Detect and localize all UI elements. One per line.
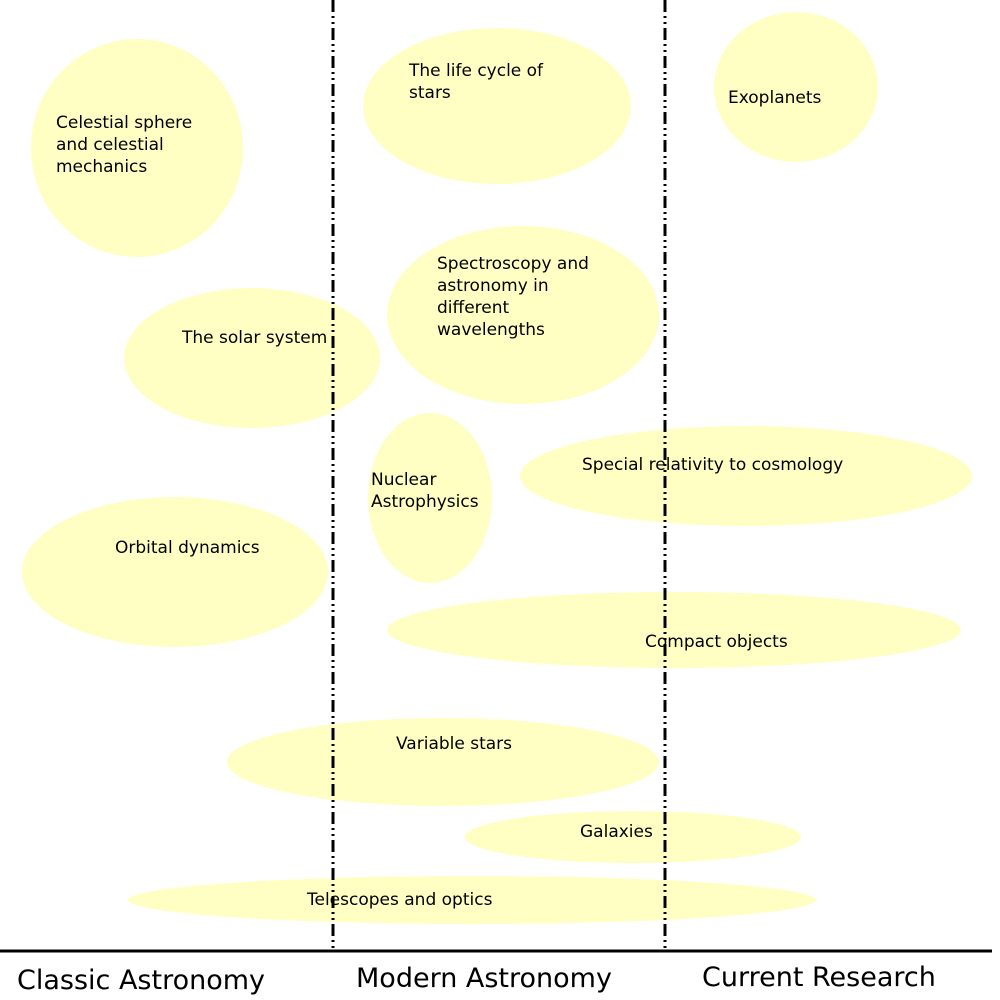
topic-label-line: Telescopes and optics [306,890,493,910]
topic-label-line: Spectroscopy and [437,254,589,274]
topic-label-telescopes-optics: Telescopes and optics [306,890,493,910]
topic-bubble-compact-objects [387,592,961,668]
topic-label-line: stars [409,83,451,103]
topic-label-exoplanets: Exoplanets [728,88,822,108]
topic-label-line: Compact objects [645,632,788,652]
topic-labels: Celestial sphere and celestial mechanics Th… [56,61,843,910]
era-label-classic: Classic Astronomy [17,965,265,996]
topic-label-line: mechanics [56,157,147,177]
topic-label-celestial-sphere: Celestial sphere and celestial mechanics [56,113,192,177]
topic-label-line: Orbital dynamics [115,538,260,558]
topic-label-life-cycle-of-stars: The life cycle of stars [408,61,544,103]
topic-bubble-variable-stars [227,718,659,806]
topic-label-line: Celestial sphere [56,113,192,133]
topic-label-line: Special relativity to cosmology [582,455,843,475]
era-label-current: Current Research [702,962,936,993]
topic-label-line: The life cycle of [408,61,544,81]
topic-label-compact-objects: Compact objects [645,632,788,652]
topic-label-variable-stars: Variable stars [396,734,512,754]
topic-label-line: Nuclear [371,470,436,490]
topic-bubble-orbital-dynamics [22,497,328,647]
topic-bubble-exoplanets [714,12,878,162]
topic-label-solar-system: The solar system [181,328,327,348]
topic-label-nuclear-astrophysics: Nuclear Astrophysics [371,470,479,512]
topic-bubble-celestial-sphere [31,39,243,257]
topic-label-line: Variable stars [396,734,512,754]
topic-bubble-galaxies [465,811,801,863]
topic-label-orbital-dynamics: Orbital dynamics [115,538,260,558]
topic-label-line: astronomy in [437,276,549,296]
topic-bubble-spectroscopy [387,226,659,404]
topic-bubble-life-cycle-of-stars [363,28,631,184]
topic-label-line: Exoplanets [728,88,822,108]
topic-label-line: and celestial [56,135,164,155]
topic-label-line: The solar system [181,328,327,348]
topic-label-line: Galaxies [580,822,653,842]
topic-label-line: Astrophysics [371,492,479,512]
topic-bubbles [22,12,972,924]
topic-label-special-relativity: Special relativity to cosmology [582,455,843,475]
topic-bubble-solar-system [124,288,380,428]
topic-label-spectroscopy: Spectroscopy and astronomy in different wav… [437,254,589,340]
topic-bubble-telescopes-optics [128,876,816,924]
topic-label-line: different [437,298,510,318]
topic-bubble-special-relativity [520,426,972,526]
topic-label-galaxies: Galaxies [580,822,653,842]
era-label-modern: Modern Astronomy [356,963,612,994]
topic-label-line: wavelengths [437,320,545,340]
topic-bubble-nuclear-astrophysics [368,413,492,583]
